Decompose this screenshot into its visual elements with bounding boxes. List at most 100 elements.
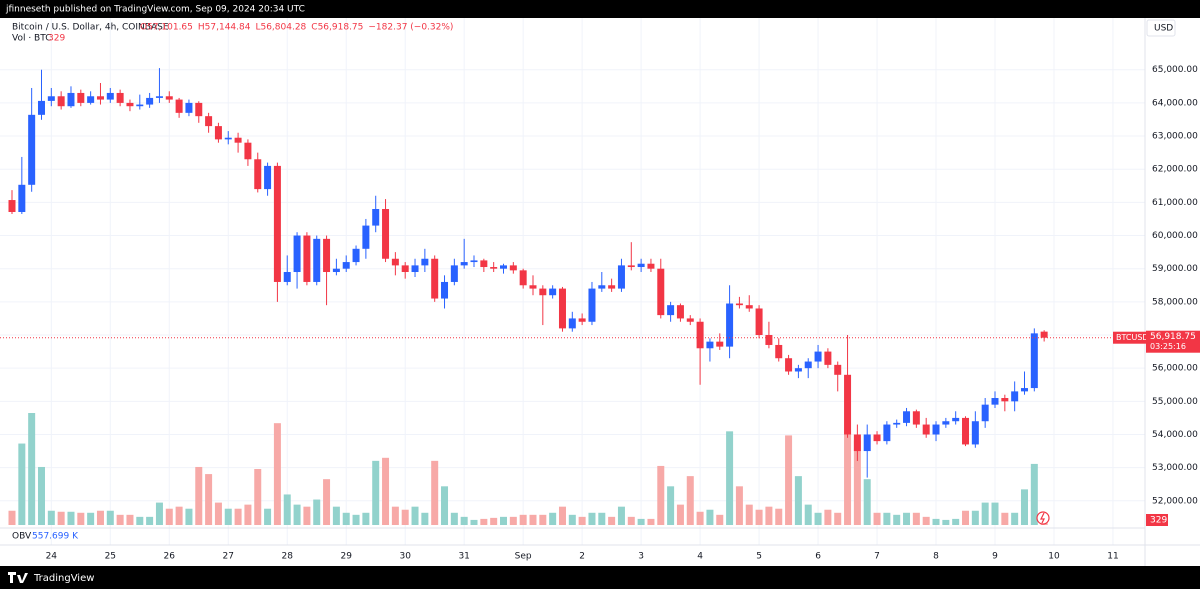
candle-body bbox=[519, 270, 527, 286]
volume-bar bbox=[617, 506, 625, 525]
candle-body bbox=[342, 262, 350, 269]
volume-bar bbox=[529, 514, 537, 525]
volume-bar bbox=[146, 516, 154, 525]
candle-body bbox=[804, 361, 812, 369]
y-tick-label: 65,000.00 bbox=[1152, 65, 1198, 75]
y-tick-label: 58,000.00 bbox=[1152, 297, 1198, 307]
volume-bar bbox=[195, 466, 203, 525]
candle-body bbox=[608, 285, 616, 289]
volume-bar bbox=[244, 504, 252, 525]
candle-body bbox=[716, 341, 724, 347]
candle-body bbox=[755, 308, 763, 336]
candle-body bbox=[962, 417, 970, 445]
volume-bar bbox=[775, 508, 783, 525]
candle-body bbox=[617, 265, 625, 289]
candle-body bbox=[106, 92, 114, 100]
candle-body bbox=[932, 424, 940, 435]
x-tick-label: 9 bbox=[992, 552, 998, 562]
candle-body bbox=[529, 285, 537, 289]
candle-body bbox=[224, 137, 232, 140]
candle-body bbox=[745, 305, 753, 309]
candle-body bbox=[37, 100, 45, 115]
volume-bar bbox=[539, 514, 547, 525]
candle-body bbox=[873, 434, 881, 442]
volume-bar bbox=[450, 512, 458, 525]
candle-body bbox=[234, 137, 242, 143]
volume-bar bbox=[441, 486, 449, 525]
candle-body bbox=[785, 358, 793, 372]
candle-body bbox=[28, 114, 36, 185]
x-tick-label: 4 bbox=[697, 552, 703, 562]
volume-bar bbox=[401, 509, 409, 525]
x-tick-label: 27 bbox=[223, 552, 234, 562]
volume-bar bbox=[716, 514, 724, 525]
volume-bar bbox=[991, 502, 999, 525]
candle-body bbox=[254, 159, 262, 190]
volume-pane bbox=[8, 413, 1048, 525]
candle-body bbox=[116, 92, 124, 103]
candle-body bbox=[549, 288, 557, 296]
volume-bar bbox=[87, 512, 95, 525]
ohlc-value: O57,101.65 bbox=[140, 23, 193, 33]
x-tick-label: 3 bbox=[638, 552, 644, 562]
y-tick-label: 53,000.00 bbox=[1152, 463, 1198, 473]
volume-bar bbox=[136, 516, 144, 525]
volume-bar bbox=[1020, 489, 1028, 525]
volume-bar bbox=[844, 430, 852, 525]
candle-body bbox=[8, 200, 16, 212]
candle-body bbox=[637, 263, 645, 268]
brand: TradingView bbox=[33, 573, 94, 584]
candle-body bbox=[942, 421, 950, 425]
candle-body bbox=[303, 235, 311, 282]
candle-body bbox=[647, 263, 655, 269]
candle-body bbox=[814, 351, 822, 362]
volume-bar bbox=[696, 511, 704, 525]
candle-body bbox=[18, 184, 26, 212]
volume-bar bbox=[165, 508, 173, 525]
volume-bar bbox=[362, 512, 370, 525]
y-tick-label: 61,000.00 bbox=[1152, 198, 1198, 208]
x-tick-label: 11 bbox=[1107, 552, 1118, 562]
volume-bar bbox=[313, 499, 321, 525]
x-tick-label: 5 bbox=[756, 552, 762, 562]
volume-bar bbox=[794, 476, 802, 525]
volume-bar bbox=[500, 516, 507, 525]
currency-box[interactable] bbox=[1146, 19, 1176, 37]
candle-body bbox=[1020, 388, 1028, 392]
candle-body bbox=[539, 288, 547, 296]
candle-body bbox=[696, 321, 704, 349]
volume-bar bbox=[578, 516, 586, 525]
candle-body bbox=[922, 424, 930, 435]
volume-bar bbox=[372, 460, 380, 525]
candle-body bbox=[735, 303, 743, 306]
last-price-box bbox=[1146, 330, 1200, 353]
volume-bar bbox=[382, 457, 390, 525]
obv-value: 557.699 K bbox=[32, 532, 79, 542]
y-tick-label: 54,000.00 bbox=[1152, 430, 1198, 440]
currency[interactable]: USD bbox=[1154, 24, 1173, 34]
x-tick-label: 2 bbox=[579, 552, 585, 562]
replay-icon[interactable] bbox=[1036, 511, 1050, 525]
volume-bar bbox=[224, 508, 232, 525]
volume-bar bbox=[342, 512, 350, 525]
candle-body bbox=[676, 305, 684, 319]
volume-bar bbox=[37, 466, 45, 525]
candle-body bbox=[450, 265, 458, 282]
x-tick-label: 24 bbox=[46, 552, 58, 562]
x-tick-label: 29 bbox=[340, 552, 352, 562]
ohlc-value: L56,804.28 bbox=[255, 23, 306, 33]
volume-bar bbox=[391, 506, 399, 525]
y-tick-label: 60,000.00 bbox=[1152, 231, 1198, 241]
volume-bar bbox=[185, 508, 193, 525]
candle-body bbox=[912, 411, 920, 425]
x-tick-label: 30 bbox=[399, 552, 411, 562]
candle-body bbox=[165, 96, 173, 100]
volume-bar bbox=[608, 516, 616, 525]
candle-body bbox=[155, 96, 163, 98]
volume-label: 329 bbox=[1150, 516, 1167, 526]
candle-body bbox=[706, 341, 714, 349]
volume-bar bbox=[903, 512, 911, 525]
volume-bar bbox=[568, 514, 576, 525]
volume-bar bbox=[598, 512, 606, 525]
